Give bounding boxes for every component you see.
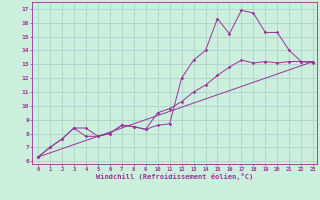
X-axis label: Windchill (Refroidissement éolien,°C): Windchill (Refroidissement éolien,°C) <box>96 173 253 180</box>
